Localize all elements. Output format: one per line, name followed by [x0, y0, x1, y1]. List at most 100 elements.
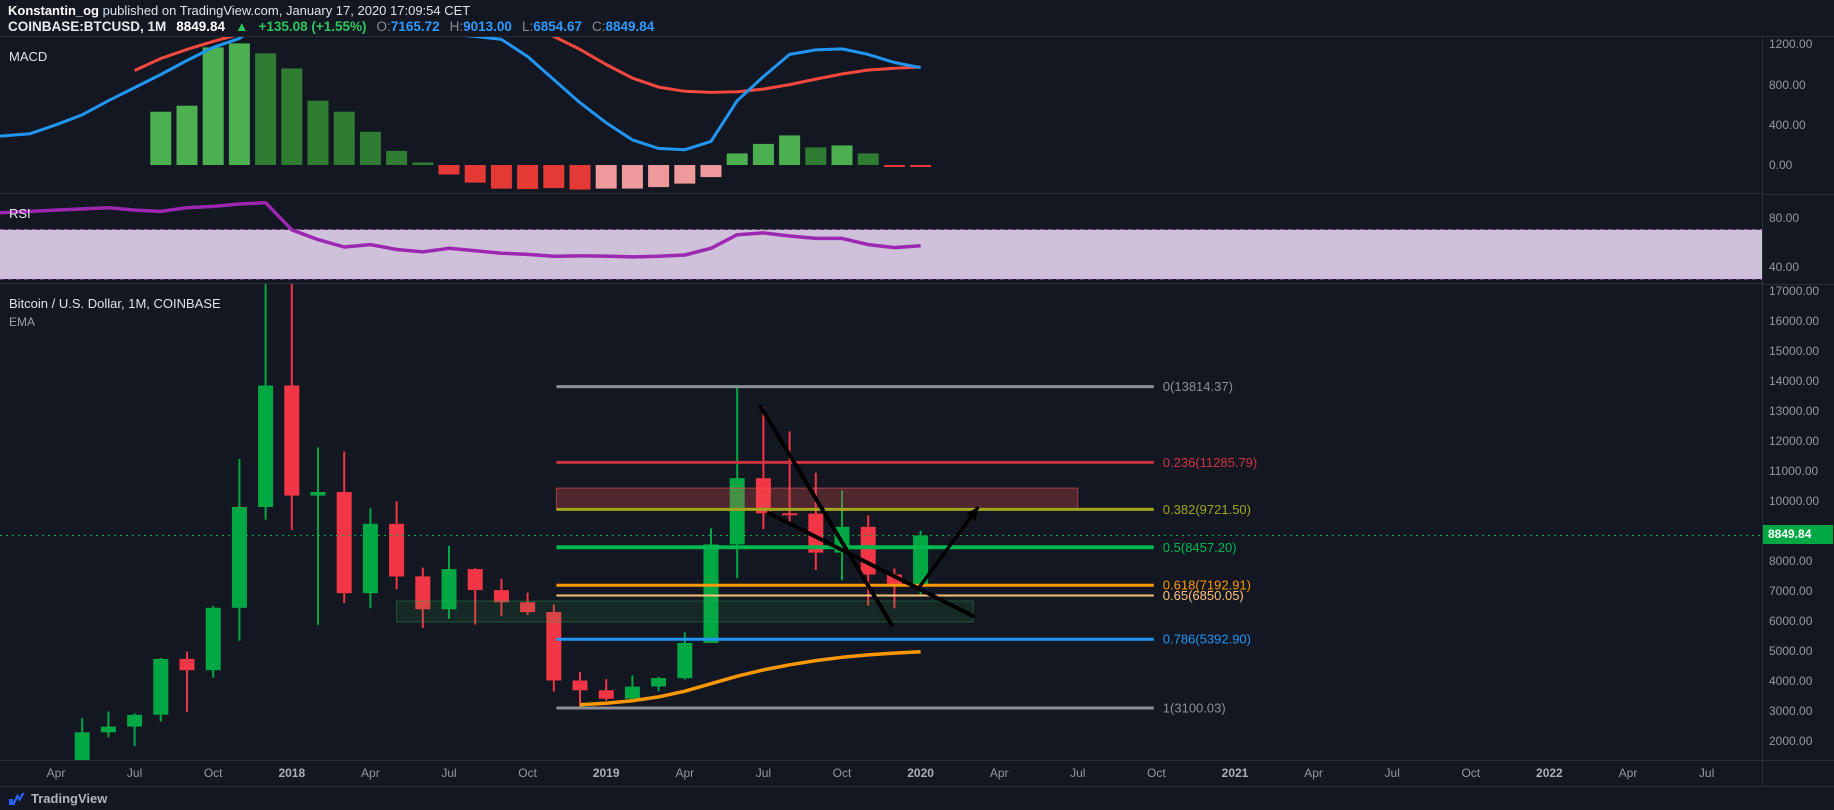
last-price: 8849.84 — [176, 19, 226, 34]
macd-hist-bar — [674, 165, 696, 184]
projection-arrowhead — [965, 507, 979, 521]
last-price-badge: 8849.84 — [1763, 525, 1833, 544]
price-axis-label: 7000.00 — [1769, 584, 1813, 598]
candle-body — [100, 726, 116, 733]
candle-body — [572, 680, 588, 691]
macd-hist-bar — [805, 147, 827, 165]
fib-level-label: 0.236(11285.79) — [1163, 455, 1257, 470]
macd-hist-bar — [831, 145, 853, 165]
macd-hist-bar — [490, 165, 512, 189]
price-axis-label: 8000.00 — [1769, 554, 1813, 568]
symbol-info-line: COINBASE:BTCUSD, 1M 8849.84 ▲ +135.08 (+… — [8, 19, 654, 34]
fib-level-label: 0.618(7192.91) — [1163, 578, 1251, 593]
macd-hist-bar — [202, 47, 224, 165]
macd-histogram — [150, 43, 932, 190]
macd-hist-bar — [543, 165, 565, 189]
price-axis[interactable]: 1200.00 800.00 400.00 0.00 80.00 40.00 17000.0… — [1762, 36, 1834, 787]
price-axis-label: 12000.00 — [1769, 434, 1820, 448]
price-axis-label: 15000.00 — [1769, 344, 1820, 358]
macd-hist-bar — [176, 105, 198, 165]
candle-body — [205, 607, 221, 671]
macd-hist-bar — [228, 43, 250, 165]
time-axis-label: Apr — [1304, 766, 1323, 780]
candle-body — [467, 569, 483, 591]
candle-body — [546, 612, 562, 681]
trend-line[interactable] — [758, 405, 894, 627]
price-axis-label: 4000.00 — [1769, 674, 1813, 688]
open-value: 7165.72 — [390, 19, 440, 34]
fib-level-label: 0.382(9721.50) — [1163, 502, 1251, 517]
trend-line[interactable] — [766, 511, 975, 618]
time-axis-label: Apr — [675, 766, 695, 780]
candle-body — [362, 523, 378, 594]
fib-level-label: 0.5(8457.20) — [1163, 540, 1237, 555]
ohlc-low: L:6854.67 — [522, 19, 582, 34]
candle-body — [729, 478, 745, 545]
rsi-indicator-label: RSI — [9, 206, 31, 221]
candle-body — [703, 544, 719, 643]
candle-body — [310, 492, 326, 496]
time-axis-label: Jul — [1384, 766, 1400, 780]
macd-hist-bar — [752, 143, 774, 165]
price-axis-label: 1200.00 — [1769, 37, 1813, 52]
open-label: O: — [376, 19, 391, 34]
macd-chart[interactable] — [0, 37, 1762, 194]
macd-hist-bar — [779, 135, 801, 165]
macd-hist-bar — [412, 162, 434, 165]
price-axis-label: 800.00 — [1769, 77, 1806, 92]
candle-body — [153, 658, 169, 715]
macd-hist-bar — [726, 153, 748, 165]
candle-body — [284, 385, 300, 496]
macd-hist-bar — [255, 53, 277, 165]
macd-hist-bar — [359, 131, 381, 165]
header: Konstantin_og published on TradingView.c… — [0, 0, 1834, 36]
tradingview-logo[interactable] — [8, 791, 25, 807]
main-price-panel[interactable]: 0(13814.37) 0.236(11285.79) 0.382(9721.50)… — [0, 283, 1762, 761]
candle-body — [231, 507, 247, 608]
demand-zone — [396, 600, 974, 623]
macd-panel[interactable]: MACD — [0, 36, 1762, 194]
high-value: 9013.00 — [463, 19, 512, 34]
price-axis-label: 13000.00 — [1769, 404, 1820, 418]
price-axis-label: 6000.00 — [1769, 614, 1813, 628]
panel-separator — [1763, 284, 1834, 285]
macd-hist-bar — [307, 100, 329, 165]
time-axis-label: Jul — [1698, 766, 1715, 780]
macd-hist-bar — [569, 165, 591, 190]
macd-hist-bar — [464, 165, 486, 183]
rsi-chart[interactable] — [0, 194, 1762, 284]
candle-body — [441, 569, 457, 610]
price-axis-label: 40.00 — [1769, 259, 1800, 274]
candle-body — [389, 523, 405, 577]
price-axis-label: 5000.00 — [1769, 644, 1813, 658]
price-axis-label: 14000.00 — [1769, 374, 1820, 388]
author-link[interactable]: Konstantin_og — [8, 3, 99, 18]
macd-hist-bar — [857, 153, 879, 165]
close-value: 8849.84 — [605, 19, 655, 34]
macd-hist-bar — [150, 111, 172, 165]
macd-hist-bar — [333, 111, 355, 165]
macd-hist-bar — [386, 150, 408, 165]
published-text: published on TradingView.com, January 17… — [102, 3, 471, 18]
candle-body — [624, 686, 640, 699]
candlestick-chart[interactable]: 0(13814.37) 0.236(11285.79) 0.382(9721.50)… — [0, 284, 1762, 761]
time-axis-label: Oct — [832, 766, 852, 780]
macd-signal-line — [133, 37, 921, 94]
time-axis[interactable]: Apr Jul Oct 2018 Apr Jul Oct 2019 Apr Jul Oct 2020 A… — [0, 760, 1834, 787]
time-axis-label: 2021 — [1221, 766, 1249, 780]
candle-body — [677, 642, 693, 679]
macd-hist-bar — [517, 165, 539, 190]
candle-body — [651, 678, 667, 687]
tradingview-brand[interactable]: TradingView — [31, 791, 108, 806]
rsi-panel[interactable]: RSI — [0, 193, 1762, 284]
fib-level-label: 0.65(6850.05) — [1163, 588, 1244, 603]
price-axis-label: 80.00 — [1769, 210, 1800, 225]
candle-body — [415, 576, 431, 610]
fib-level-label: 0.786(5392.90) — [1163, 632, 1251, 647]
low-value: 6854.67 — [533, 19, 583, 34]
time-axis-label: Oct — [1147, 766, 1166, 780]
price-axis-label: 10000.00 — [1769, 494, 1820, 508]
projection-arrow[interactable] — [916, 505, 980, 591]
candle-body — [886, 574, 902, 586]
candle-body — [258, 385, 274, 507]
